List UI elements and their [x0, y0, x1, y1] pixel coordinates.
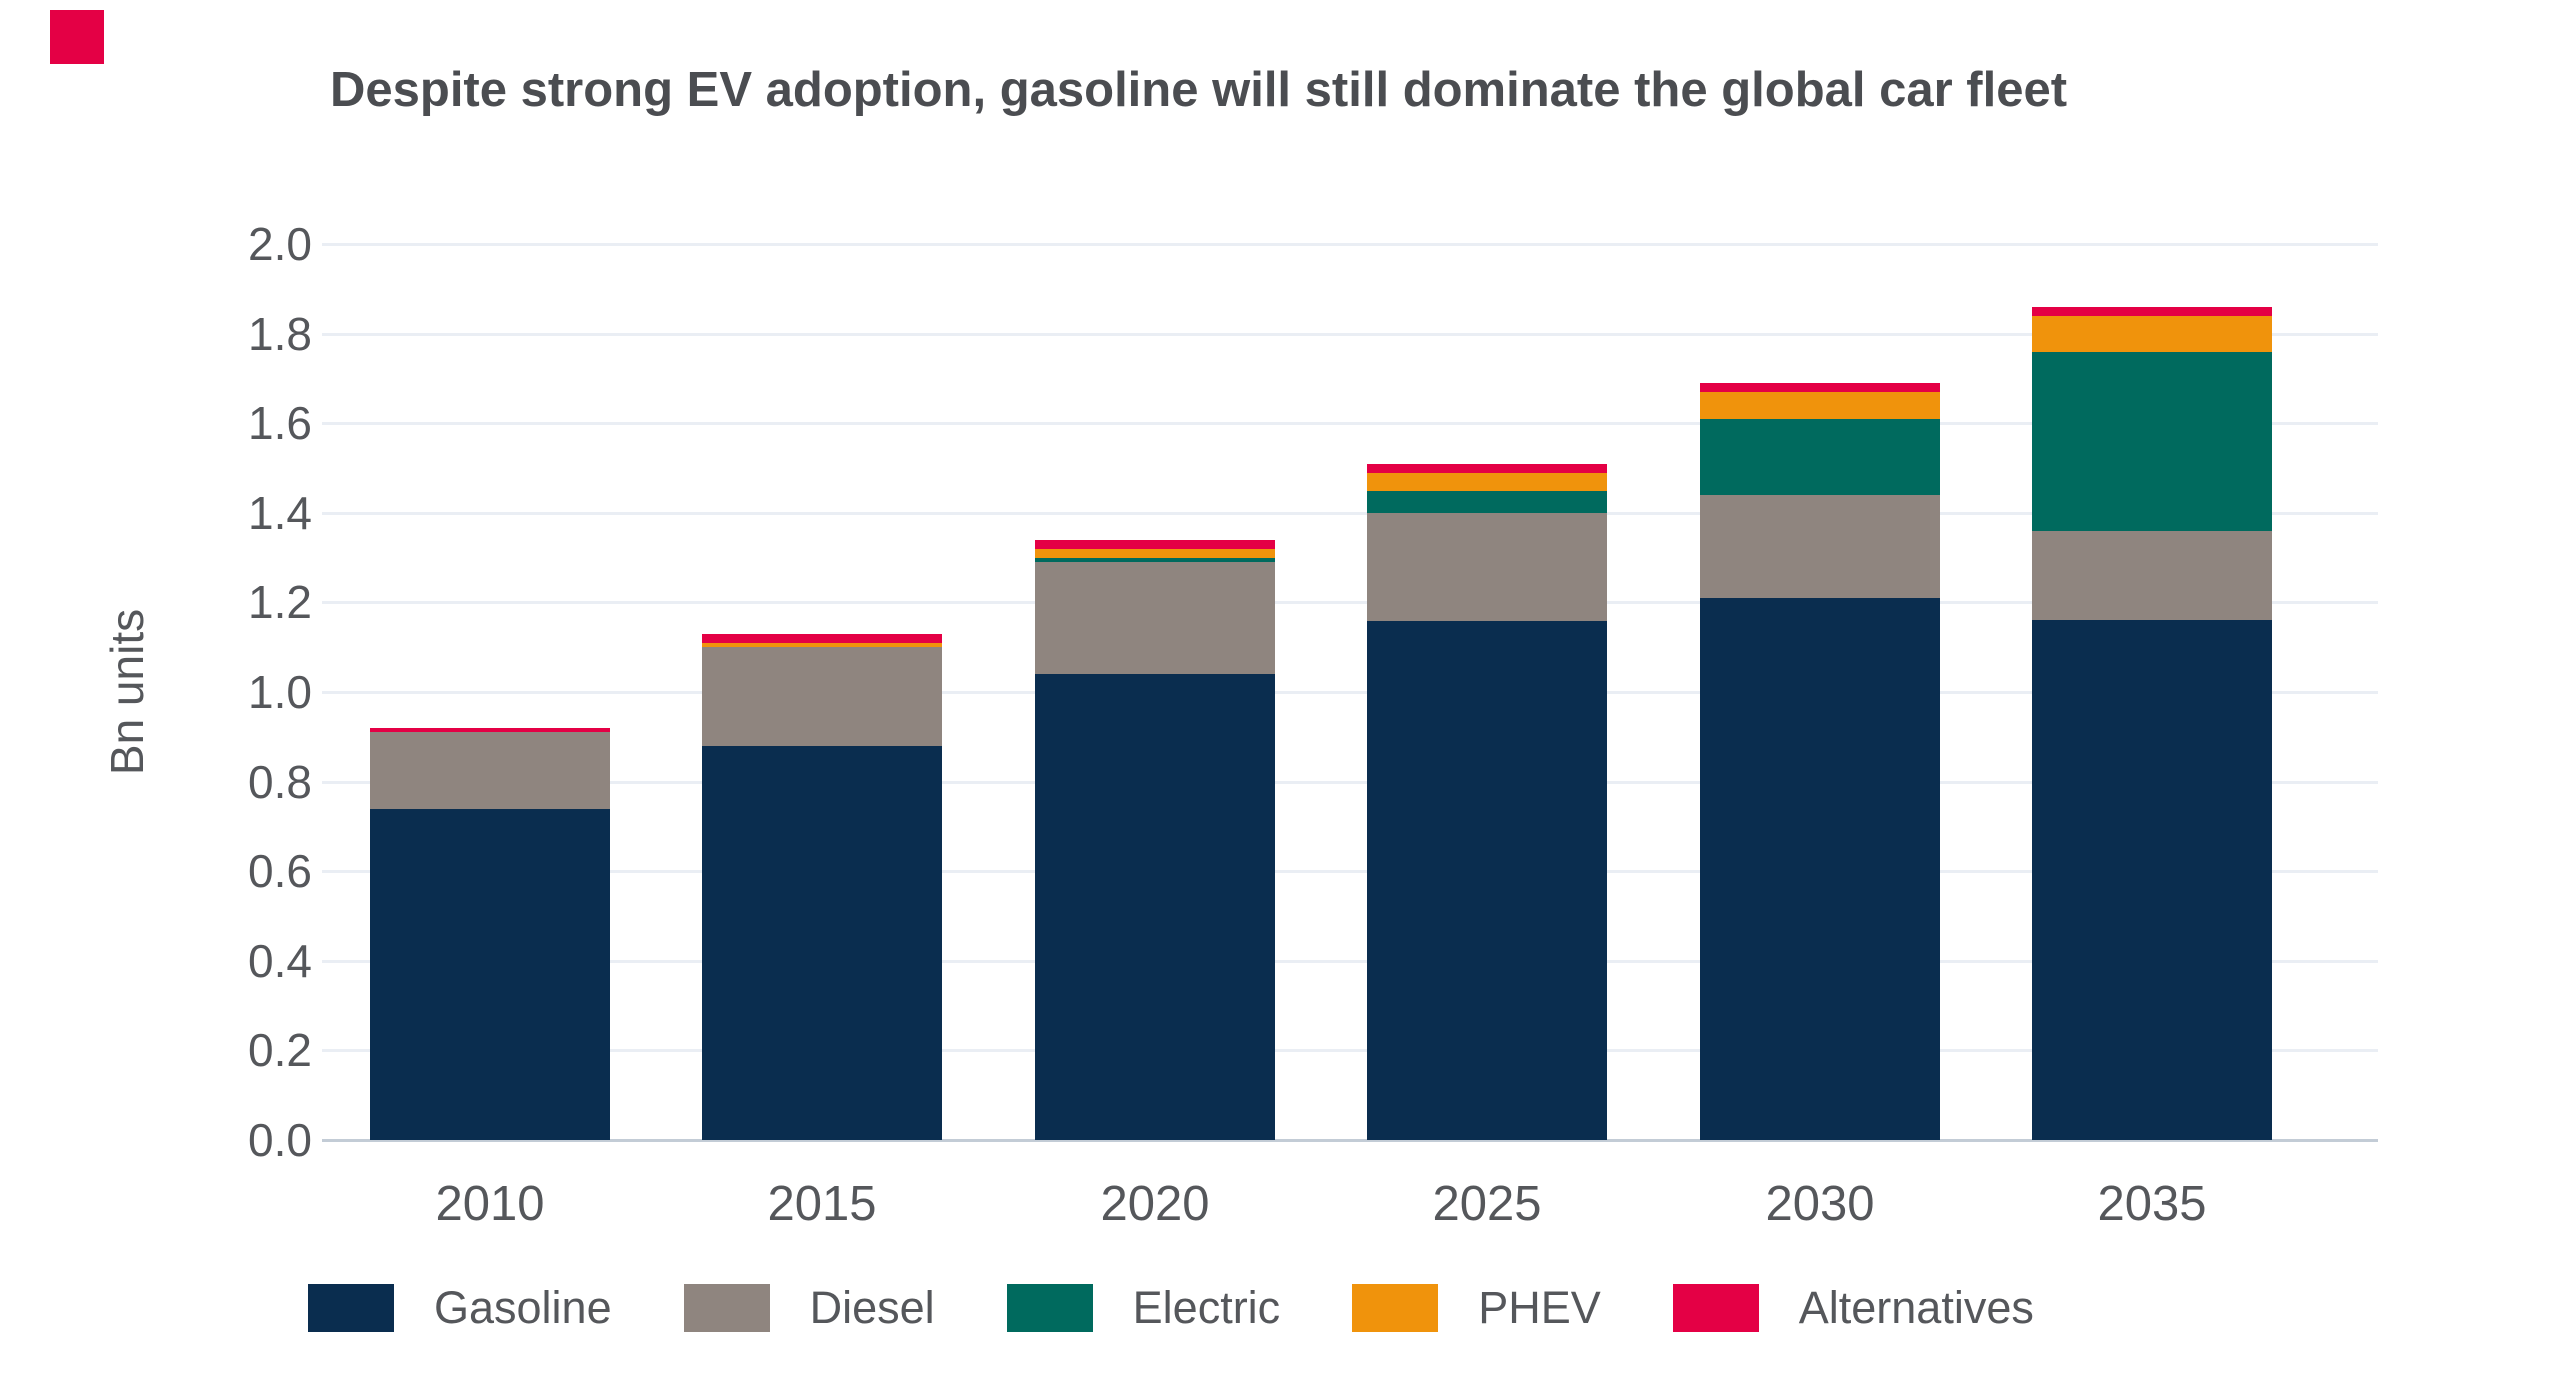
y-tick-label: 1.8: [248, 307, 312, 360]
legend: Gasoline Diesel Electric PHEV Alternatives: [308, 1284, 2034, 1332]
x-axis-label: 2010: [435, 1177, 545, 1231]
bar-2035: [2032, 307, 2272, 1140]
y-tick-label: 0.4: [248, 934, 312, 987]
bar-2030: [1700, 383, 1940, 1140]
bar-segment-gasoline-2035: [2032, 620, 2272, 1140]
bar-segment-phev-2030: [1700, 391, 1940, 419]
y-tick-label: 1.6: [248, 397, 312, 450]
bar-segment-alternatives-2010: [370, 728, 610, 733]
legend-label: Diesel: [809, 1282, 935, 1333]
legend-swatch-icon: [308, 1284, 394, 1332]
y-tick-label: 1.4: [248, 486, 312, 539]
bar-segment-alternatives-2030: [1700, 383, 1940, 392]
gridline: [322, 780, 2378, 784]
bar-2020: [1035, 539, 1275, 1140]
legend-label: Gasoline: [434, 1282, 612, 1333]
gridline: [322, 870, 2378, 874]
gridline: [322, 511, 2378, 515]
gridline: [322, 959, 2378, 963]
x-axis-label: 2015: [767, 1177, 877, 1231]
bar-2010: [370, 728, 610, 1140]
x-axis-label: 2030: [1765, 1177, 1875, 1231]
legend-swatch-icon: [1006, 1284, 1093, 1332]
brand-logo-icon: [50, 10, 104, 64]
x-axis-label: 2025: [1432, 1177, 1542, 1231]
legend-item-gasoline: Gasoline: [308, 1284, 612, 1332]
chart-title: Despite strong EV adoption, gasoline wil…: [330, 63, 2068, 117]
bar-segment-diesel-2010: [370, 732, 610, 809]
bar-segment-alternatives-2020: [1035, 539, 1275, 549]
y-tick-label: 1.2: [248, 576, 312, 629]
bar-segment-gasoline-2015: [702, 745, 942, 1140]
bar-segment-electric-2020: [1035, 557, 1275, 563]
y-tick-label: 0.2: [248, 1024, 312, 1077]
y-tick-label: 0.0: [248, 1114, 312, 1166]
y-tick-label: 0.6: [248, 845, 312, 898]
legend-swatch-icon: [1672, 1284, 1759, 1332]
x-axis-label: 2035: [2097, 1177, 2207, 1231]
y-tick-label: 0.8: [248, 755, 312, 808]
bar-segment-diesel-2025: [1367, 513, 1607, 621]
legend-item-diesel: Diesel: [683, 1282, 935, 1333]
legend-label: Alternatives: [1798, 1282, 2034, 1333]
legend-swatch-icon: [1352, 1284, 1439, 1332]
y-tick-label: 2.0: [248, 218, 312, 270]
bar-segment-alternatives-2035: [2032, 307, 2272, 316]
legend-item-phev: PHEV: [1352, 1284, 1601, 1332]
bar-segment-electric-2035: [2032, 351, 2272, 531]
bar-segment-gasoline-2020: [1035, 674, 1275, 1140]
legend-item-alternatives: Alternatives: [1672, 1282, 2034, 1333]
bar-segment-phev-2035: [2032, 315, 2272, 352]
bar-segment-alternatives-2015: [702, 634, 942, 643]
bar-segment-diesel-2020: [1035, 562, 1275, 675]
gridline: [322, 691, 2378, 694]
x-axis-label: 2020: [1100, 1177, 1210, 1231]
bar-2025: [1367, 464, 1607, 1140]
bar-segment-phev-2015: [702, 642, 942, 648]
legend-label: Electric: [1132, 1282, 1281, 1333]
gridline: [322, 601, 2378, 605]
bar-segment-diesel-2035: [2032, 530, 2272, 621]
bar-segment-alternatives-2025: [1367, 464, 1607, 473]
y-axis-title: Bn units: [101, 608, 153, 776]
x-axis-baseline: [322, 1139, 2378, 1142]
legend-label: PHEV: [1478, 1282, 1601, 1333]
gridline: [322, 422, 2378, 426]
bar-segment-gasoline-2030: [1700, 597, 1940, 1140]
y-tick-label: 1.0: [248, 666, 312, 718]
bar-segment-diesel-2030: [1700, 494, 1940, 598]
bar-segment-gasoline-2010: [370, 808, 610, 1140]
bar-2015: [702, 634, 942, 1140]
bar-segment-diesel-2015: [702, 647, 942, 746]
bar-segment-electric-2025: [1367, 490, 1607, 514]
bar-segment-electric-2030: [1700, 418, 1940, 495]
bar-segment-phev-2025: [1367, 472, 1607, 491]
bar-segment-phev-2020: [1035, 548, 1275, 558]
legend-item-electric: Electric: [1006, 1282, 1281, 1333]
gridline: [322, 332, 2378, 336]
legend-swatch-icon: [683, 1284, 770, 1332]
gridline: [322, 1049, 2378, 1053]
gridline: [322, 243, 2378, 246]
bar-segment-gasoline-2025: [1367, 620, 1607, 1140]
